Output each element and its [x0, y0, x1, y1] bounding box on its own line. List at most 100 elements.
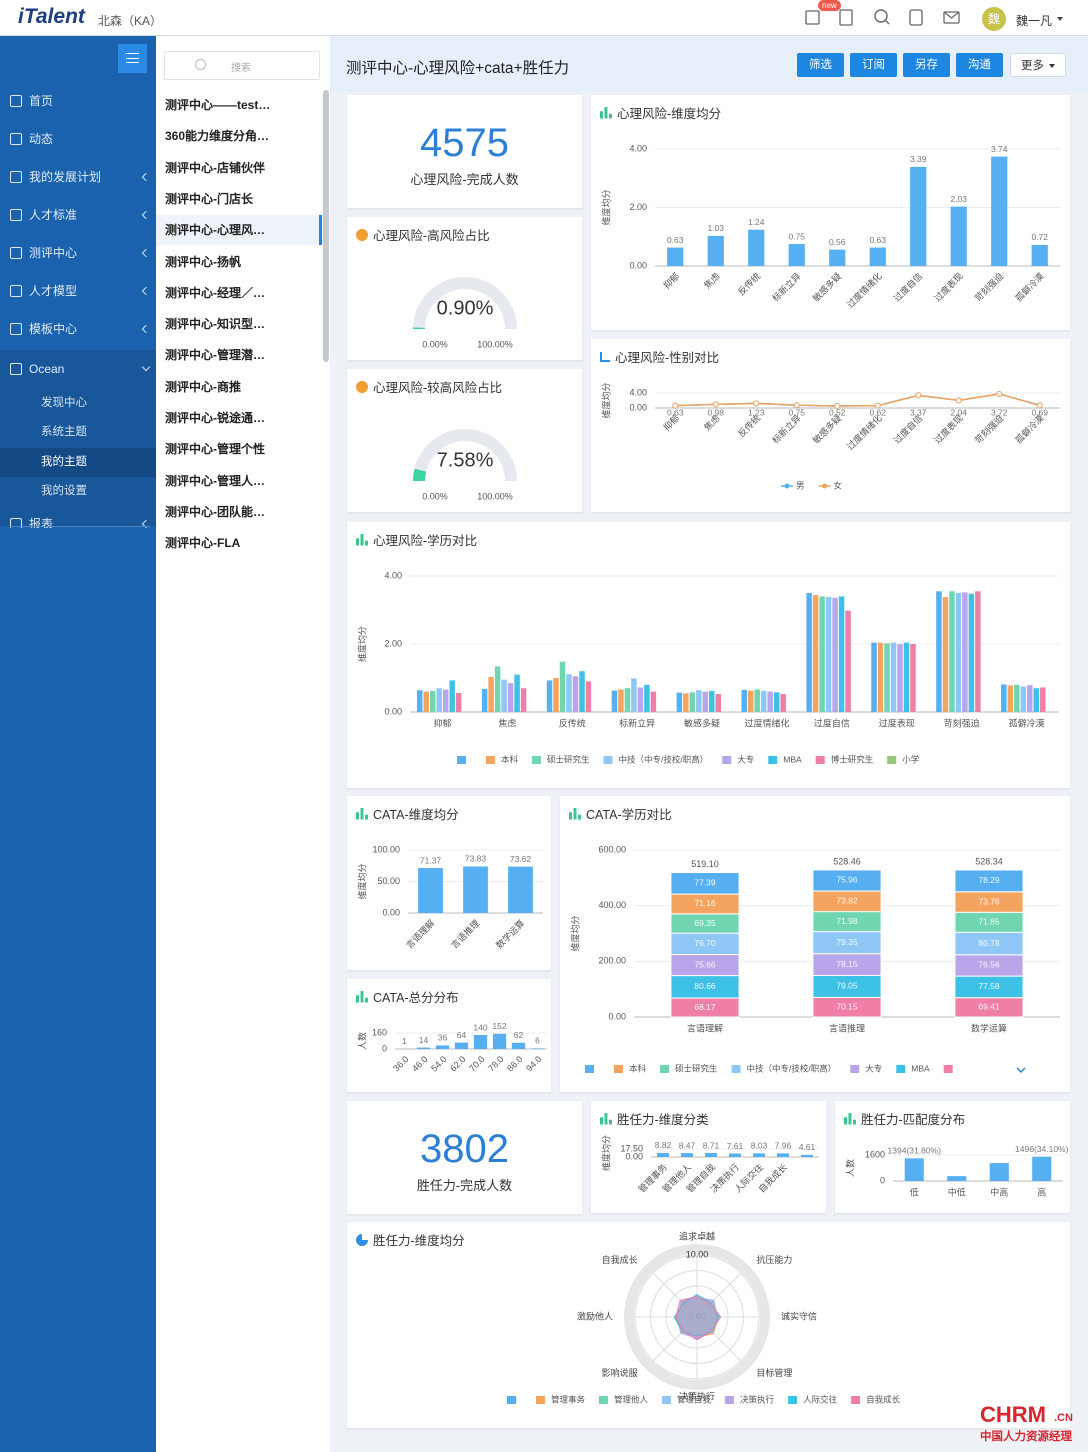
list-item[interactable]: 360能力维度分角… — [156, 121, 322, 151]
kpi-label: 胜任力-完成人数 — [416, 1178, 513, 1193]
submenu-item[interactable]: 发现中心 — [0, 389, 156, 418]
list-item[interactable]: 测评中心-知识型… — [156, 309, 322, 339]
value-label: 2.03 — [950, 194, 967, 204]
submenu-item[interactable]: 我的主题 — [0, 448, 156, 477]
list-item[interactable]: 测评中心-心理风… — [156, 215, 322, 246]
mail-icon[interactable] — [943, 11, 960, 24]
chart-title-row: 胜任力-维度分类 — [600, 1109, 709, 1128]
task-icon[interactable] — [839, 9, 853, 26]
topbar: iTalent 北森（KA） new 魏 魏一凡 — [0, 0, 1088, 36]
menu-item[interactable]: 动态 — [0, 125, 156, 153]
chart-title: 心理风险-较高风险占比 — [373, 381, 503, 395]
y-axis-label: 人数 — [356, 1032, 367, 1050]
list-item[interactable]: 测评中心-团队能… — [156, 497, 322, 527]
x-tick-label: 过度情绪化 — [844, 412, 884, 452]
list-item[interactable]: 测评中心-锐途通… — [156, 403, 322, 433]
list-item[interactable]: 测评中心-经理／… — [156, 278, 322, 308]
x-tick-label: 高 — [1037, 1186, 1046, 1197]
chart: 7.58% 0.00% 100.00% — [413, 429, 517, 501]
y-tick-label: 4.00 — [629, 387, 647, 397]
legend-label: 中技（中专/技校/职高） — [747, 1063, 837, 1073]
menu-item[interactable]: 人才模型 — [0, 277, 156, 305]
y-tick-label: 0 — [880, 1175, 885, 1185]
value-label: 0.69 — [1031, 407, 1048, 417]
list-item[interactable]: 测评中心-管理个性 — [156, 434, 322, 464]
list-item[interactable]: 测评中心-管理潜… — [156, 340, 322, 370]
submenu-label: 我的设置 — [41, 485, 87, 497]
value-label: 152 — [492, 1021, 506, 1031]
legend-swatch — [585, 1065, 594, 1073]
list-item[interactable]: 测评中心-门店长 — [156, 184, 322, 214]
legend-label: 本科 — [501, 754, 519, 764]
x-tick-label: 孤僻冷漠 — [1013, 270, 1046, 303]
more-button[interactable]: 更多 — [1010, 53, 1066, 77]
menu-item[interactable]: Ocean — [0, 355, 156, 383]
org-name[interactable]: 北森（KA） — [98, 14, 163, 28]
chart-title-row: 心理风险-维度均分 — [600, 103, 721, 122]
x-tick-label: 过度表现 — [879, 717, 915, 728]
y-tick-label: 160 — [372, 1027, 387, 1037]
action-button[interactable]: 订阅 — [850, 53, 897, 77]
menu-label: 我的发展计划 — [29, 170, 102, 184]
list-item[interactable]: 测评中心-扬帆 — [156, 247, 322, 277]
legend-label: 管理他人 — [614, 1394, 649, 1404]
value-label: 7.96 — [775, 1141, 792, 1151]
scroll-divider — [10, 526, 150, 527]
menu-item[interactable]: 首页 — [0, 87, 156, 115]
title-icon — [356, 533, 368, 546]
menu-item[interactable]: 我的发展计划 — [0, 163, 156, 191]
list-item[interactable]: 测评中心——test… — [156, 90, 322, 120]
bar — [1033, 688, 1040, 712]
chart-title: 心理风险-维度均分 — [617, 107, 722, 121]
action-button[interactable]: 另存 — [903, 53, 950, 77]
bar — [832, 597, 838, 712]
total-label: 528.46 — [833, 856, 861, 866]
y-tick-label: 400.00 — [598, 900, 626, 910]
value-label: 8.82 — [655, 1140, 672, 1150]
list-item[interactable]: 测评中心-FLA — [156, 528, 322, 558]
bar — [942, 597, 949, 712]
title-icon — [356, 380, 368, 393]
search-box[interactable]: 搜索 — [164, 51, 320, 80]
menu-item[interactable]: 模板中心 — [0, 315, 156, 343]
kpi-value: 3802 — [420, 1127, 509, 1171]
y-tick-label: 0 — [382, 1043, 387, 1053]
menu-label: 模板中心 — [29, 322, 78, 336]
value-label: 1.23 — [748, 407, 765, 417]
bar — [947, 1176, 967, 1181]
line-point — [672, 402, 679, 409]
menu-item[interactable]: 测评中心 — [0, 239, 156, 267]
logo[interactable]: iTalent — [18, 5, 85, 28]
doc-icon[interactable] — [909, 9, 923, 26]
action-button[interactable]: 筛选 — [797, 53, 844, 77]
x-tick-label: 言语理解 — [687, 1022, 723, 1033]
bar — [869, 247, 886, 266]
x-tick-label: 36.0 — [391, 1054, 410, 1073]
title-icon — [356, 807, 368, 820]
value-label: 73.83 — [465, 854, 487, 864]
list-item[interactable]: 测评中心-商推 — [156, 372, 322, 402]
bar — [777, 1153, 789, 1157]
submenu-item[interactable]: 系统主题 — [0, 418, 156, 447]
avatar[interactable]: 魏 — [982, 7, 1006, 31]
search-icon[interactable] — [874, 9, 888, 23]
radar-outer-band — [624, 1244, 770, 1390]
menu-item[interactable]: 报表 — [0, 510, 156, 528]
user-name[interactable]: 魏一凡 — [1016, 14, 1053, 28]
submenu-label: 系统主题 — [41, 426, 87, 438]
cart-icon[interactable] — [805, 10, 820, 25]
bar — [435, 1045, 450, 1049]
value-label: 73.62 — [510, 854, 532, 864]
x-tick-label: 过度自信 — [891, 270, 924, 303]
list-item[interactable]: 测评中心-管理人… — [156, 466, 322, 496]
bar — [650, 691, 657, 712]
bar — [507, 683, 514, 712]
menu-item[interactable]: 人才标准 — [0, 201, 156, 229]
list-item[interactable]: 测评中心-店铺伙伴 — [156, 153, 322, 183]
legend-swatch — [943, 1065, 953, 1073]
chart-card: 7.58% 0.00% 100.00% 心理风险-较高风险占比 — [347, 369, 582, 512]
action-button[interactable]: 沟通 — [956, 53, 1003, 77]
menu-toggle[interactable] — [118, 44, 147, 73]
submenu-item[interactable]: 我的设置 — [0, 477, 156, 506]
